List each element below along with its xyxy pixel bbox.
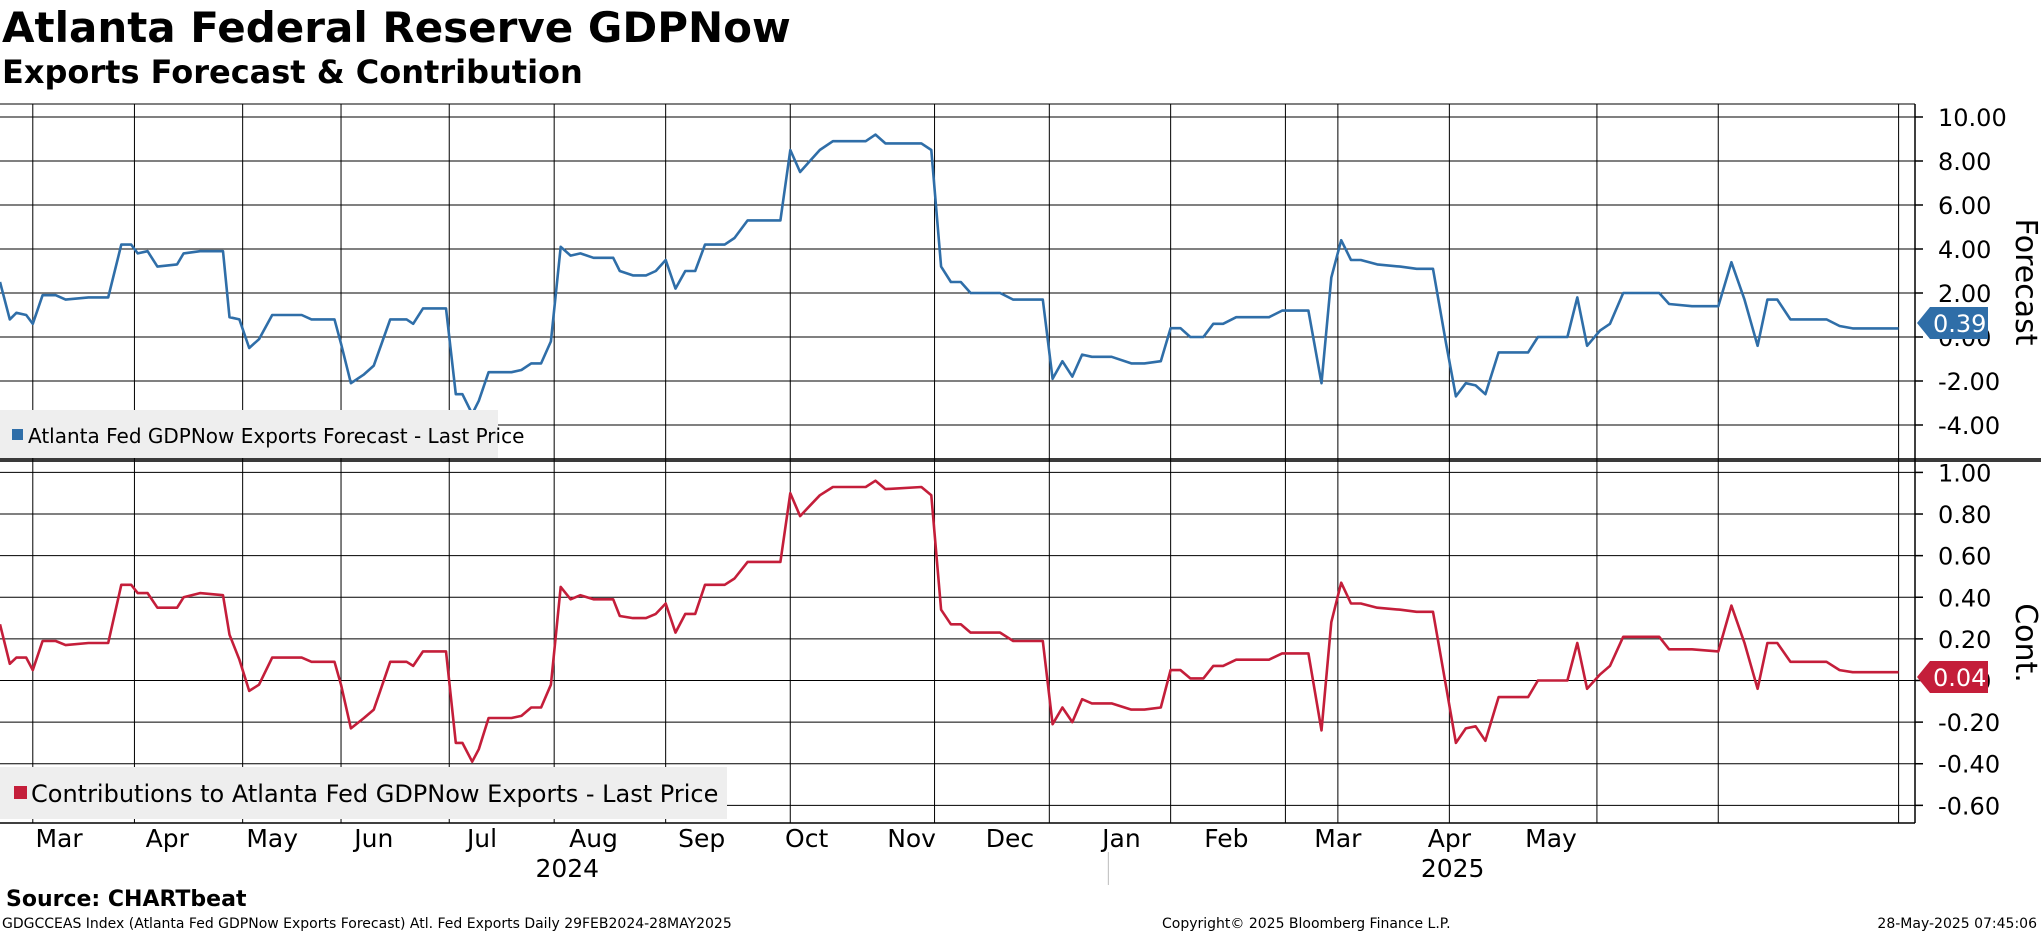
x-month-label: Apr <box>146 824 190 853</box>
chart-subtitle: Exports Forecast & Contribution <box>2 53 583 91</box>
x-month-label: Feb <box>1204 824 1248 853</box>
axis-layer: 10.008.006.004.002.000.00-2.00-4.001.000… <box>35 104 2007 885</box>
footer-description: GDGCCEAS Index (Atlanta Fed GDPNow Expor… <box>2 916 732 932</box>
x-month-label: Apr <box>1428 824 1472 853</box>
bottom-y-tick-label: -0.20 <box>1938 709 2000 737</box>
bottom-y-tick-label: 0.80 <box>1938 501 1991 529</box>
x-month-label: Dec <box>986 824 1034 853</box>
top-last-value-tag: 0.39 <box>1917 307 1988 339</box>
x-month-label: Sep <box>678 824 725 853</box>
x-month-label: Jul <box>465 824 497 853</box>
footer-copyright: Copyright© 2025 Bloomberg Finance L.P. <box>1162 916 1451 932</box>
footer-timestamp: 28-May-2025 07:45:06 <box>1877 916 2037 932</box>
top-last-value: 0.39 <box>1933 310 1986 338</box>
x-month-label: Mar <box>1314 824 1362 853</box>
top-y-tick-label: 4.00 <box>1938 236 1991 264</box>
series-layer <box>0 133 1899 764</box>
top-y-tick-label: 6.00 <box>1938 192 1991 220</box>
x-month-label: Jan <box>1100 824 1141 853</box>
x-year-label: 2025 <box>1421 854 1485 883</box>
bottom-y-tick-label: 1.00 <box>1938 459 1991 487</box>
bottom-y-tick-label: -0.40 <box>1938 751 2000 779</box>
top-y-tick-label: -2.00 <box>1938 368 2000 396</box>
top-axis-title: Forecast <box>2008 219 2041 346</box>
source-note: Source: CHARTbeat <box>6 887 247 912</box>
bottom-legend: Contributions to Atlanta Fed GDPNow Expo… <box>0 767 727 819</box>
x-month-label: Mar <box>35 824 83 853</box>
bottom-legend-swatch <box>14 786 27 799</box>
contribution-series-line <box>0 479 1899 764</box>
bottom-last-value-tag: 0.04 <box>1917 661 1988 693</box>
chart-title: Atlanta Federal Reserve GDPNow <box>2 3 791 52</box>
x-month-label: Aug <box>569 824 618 853</box>
bottom-last-value: 0.04 <box>1933 664 1986 692</box>
top-y-tick-label: 10.00 <box>1938 104 2007 132</box>
bottom-axis-title: Cont. <box>2008 603 2041 683</box>
x-month-label: Jun <box>352 824 393 853</box>
top-y-tick-label: 2.00 <box>1938 280 1991 308</box>
top-legend: Atlanta Fed GDPNow Exports Forecast - La… <box>0 410 524 458</box>
x-month-label: May <box>246 824 298 853</box>
bottom-y-tick-label: 0.60 <box>1938 543 1991 571</box>
top-y-tick-label: 8.00 <box>1938 148 1991 176</box>
bottom-y-tick-label: 0.40 <box>1938 584 1991 612</box>
bottom-legend-label: Contributions to Atlanta Fed GDPNow Expo… <box>31 780 718 808</box>
top-legend-swatch <box>12 429 23 440</box>
x-month-label: May <box>1525 824 1577 853</box>
x-month-label: Nov <box>887 824 936 853</box>
grid-layer <box>0 104 1915 823</box>
bottom-y-tick-label: -0.60 <box>1938 792 2000 820</box>
top-legend-label: Atlanta Fed GDPNow Exports Forecast - La… <box>28 424 524 448</box>
top-y-tick-label: -4.00 <box>1938 412 2000 440</box>
forecast-series-line <box>0 133 1899 416</box>
x-month-label: Oct <box>785 824 828 853</box>
bottom-y-tick-label: 0.20 <box>1938 626 1991 654</box>
x-year-label: 2024 <box>535 854 599 883</box>
